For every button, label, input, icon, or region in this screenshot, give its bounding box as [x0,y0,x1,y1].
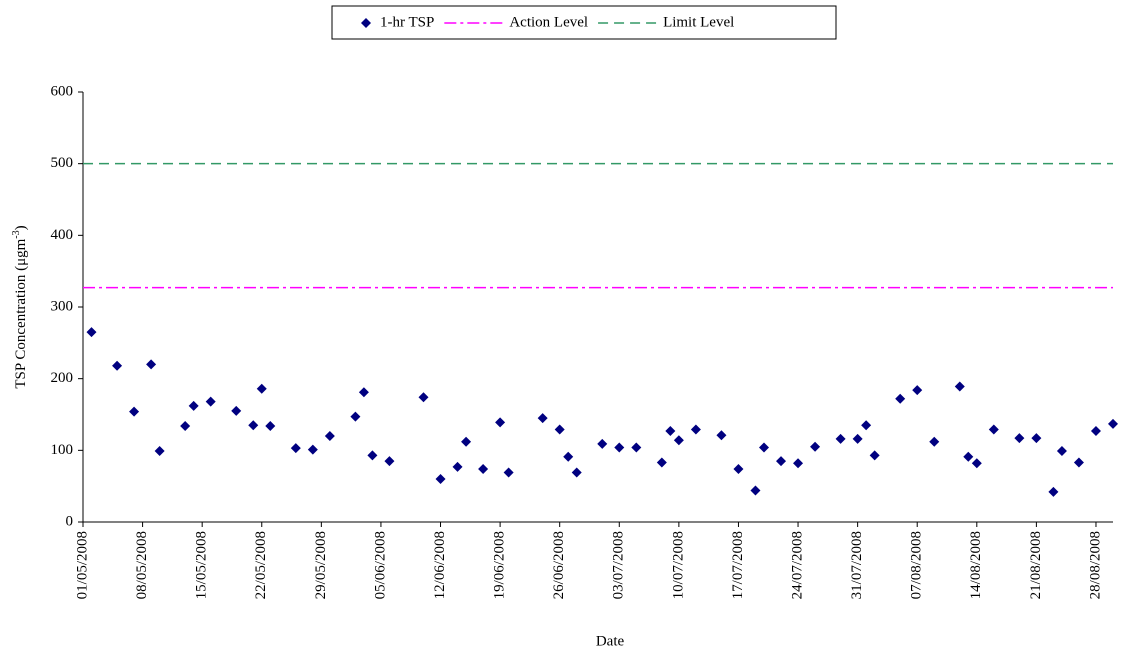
x-tick-label: 15/05/2008 [194,531,210,599]
data-point [988,424,999,435]
x-tick-label: 12/06/2008 [432,531,448,599]
data-point [307,444,318,455]
data-point [112,360,123,371]
y-tick-label: 600 [51,83,74,99]
legend-marker [361,18,371,28]
y-tick-label: 300 [51,298,74,314]
data-point [154,446,165,457]
data-point [852,433,863,444]
data-point [86,327,97,338]
x-tick-label: 28/08/2008 [1087,531,1103,599]
data-point [1056,446,1067,457]
data-point [912,385,923,396]
data-point [835,433,846,444]
data-point [733,463,744,474]
data-point [1108,418,1118,429]
y-axis-title-sup: -3 [11,230,22,238]
x-tick-label: 29/05/2008 [313,531,329,599]
legend-box [331,5,837,40]
x-tick-label: 24/07/2008 [789,531,805,599]
data-point [495,417,506,428]
data-point [358,387,369,398]
data-point [537,413,548,424]
legend-label: Limit Level [663,14,734,30]
data-point [290,443,301,454]
x-tick-label: 21/08/2008 [1028,531,1044,599]
x-tick-label: 01/05/2008 [74,531,90,599]
x-tick-label: 10/07/2008 [670,531,686,599]
data-point [554,424,565,435]
data-point [231,405,242,416]
y-tick-label: 500 [51,155,74,171]
x-tick-label: 14/08/2008 [968,531,984,599]
data-point [1090,425,1101,436]
data-point [265,420,276,431]
x-tick-label: 31/07/2008 [849,531,865,599]
data-point [435,474,446,484]
data-point [129,406,140,417]
data-point [758,442,769,453]
x-tick-label: 08/05/2008 [134,531,150,599]
data-point [324,431,335,441]
y-axis-title-tail: ) [13,225,29,230]
data-point [631,442,642,453]
legend-label: 1-hr TSP [380,14,434,30]
data-point [656,457,667,468]
x-tick-label: 19/06/2008 [492,531,508,599]
data-point [205,396,216,407]
y-tick-label: 200 [51,370,74,386]
data-point [750,485,761,496]
legend-label: Action Level [509,14,588,30]
data-point [895,393,906,404]
data-point [180,420,191,431]
data-point [571,467,582,478]
y-tick-label: 100 [51,442,74,458]
x-tick-label: 05/06/2008 [372,531,388,599]
data-point [776,456,787,467]
x-tick-label: 22/05/2008 [253,531,269,599]
data-point [350,411,361,422]
data-point [716,430,727,441]
data-point [929,436,940,447]
data-point [367,450,378,461]
data-point [673,435,684,446]
data-point [1014,433,1025,444]
data-point [563,451,574,462]
data-point [452,461,463,472]
x-axis-title: Date [596,633,625,649]
data-point [1031,433,1042,444]
data-point [503,467,514,478]
data-point [256,383,267,394]
y-axis-title-main: TSP Concentration (μgm [13,238,29,388]
x-tick-label: 07/08/2008 [909,531,925,599]
data-point [793,458,804,469]
data-point [597,438,608,449]
y-tick-label: 0 [66,513,74,529]
data-point [461,436,472,447]
x-tick-label: 17/07/2008 [730,531,746,599]
data-point [869,450,880,461]
data-point [384,456,395,467]
x-tick-label: 26/06/2008 [551,531,567,599]
data-point [963,451,974,462]
y-tick-label: 400 [51,227,74,243]
data-point [188,400,199,411]
y-axis-title: TSP Concentration (μgm-3) [11,225,29,388]
data-point [954,381,965,392]
data-point [418,392,429,403]
data-point [1073,457,1084,468]
data-point [248,420,259,431]
data-point [1048,486,1059,497]
data-point [971,458,982,469]
data-point [614,442,625,453]
data-point [690,424,701,435]
data-point [478,463,489,474]
x-tick-label: 03/07/2008 [611,531,627,599]
data-point [810,441,821,452]
data-point [665,425,676,436]
data-point [861,420,872,431]
data-point [146,359,157,370]
